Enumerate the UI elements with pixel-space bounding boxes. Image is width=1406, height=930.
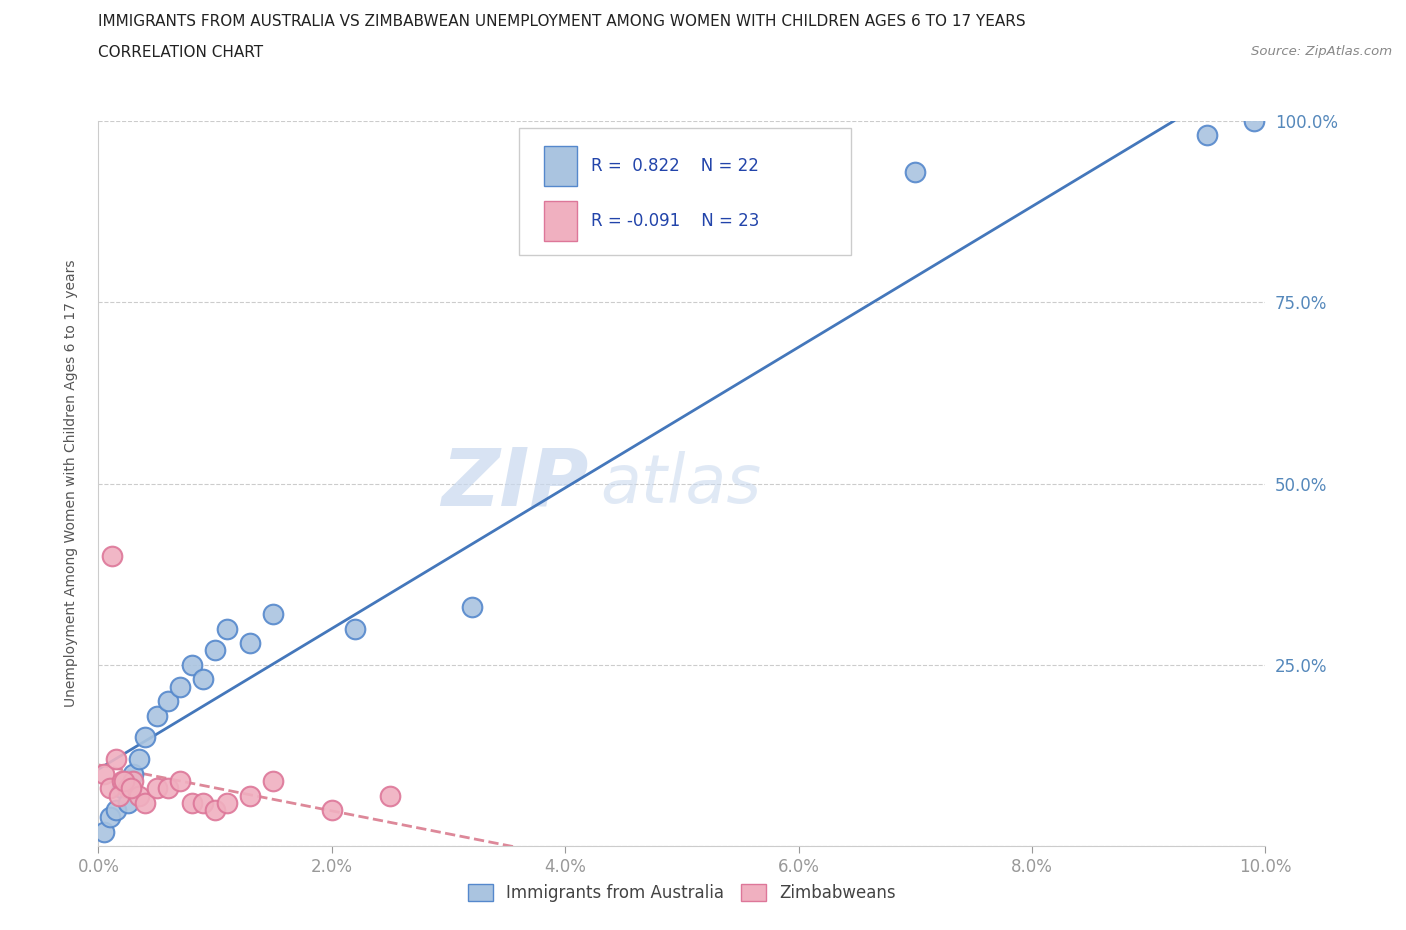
Bar: [544, 201, 576, 241]
Point: [101, 549, 124, 564]
Point: [215, 795, 238, 810]
Point: [193, 672, 215, 687]
Point: [112, 774, 135, 789]
Point: [904, 165, 927, 179]
Point: [93, 766, 115, 781]
Point: [262, 774, 284, 789]
Point: [146, 781, 169, 796]
Point: [378, 788, 402, 803]
Text: Source: ZipAtlas.com: Source: ZipAtlas.com: [1251, 45, 1392, 58]
Text: CORRELATION CHART: CORRELATION CHART: [98, 45, 263, 60]
Text: R = -0.091    N = 23: R = -0.091 N = 23: [591, 212, 759, 230]
Point: [111, 774, 134, 789]
Point: [134, 730, 156, 745]
Point: [180, 795, 202, 810]
Text: R =  0.822    N = 22: R = 0.822 N = 22: [591, 157, 759, 175]
Point: [204, 803, 226, 817]
Point: [117, 795, 139, 810]
Text: ZIP: ZIP: [441, 445, 589, 523]
Point: [169, 774, 191, 789]
Point: [111, 781, 134, 796]
Point: [157, 694, 180, 709]
Point: [122, 774, 145, 789]
Y-axis label: Unemployment Among Women with Children Ages 6 to 17 years: Unemployment Among Women with Children A…: [63, 259, 77, 708]
Point: [239, 636, 262, 651]
Point: [180, 658, 202, 672]
Point: [122, 766, 145, 781]
Text: IMMIGRANTS FROM AUSTRALIA VS ZIMBABWEAN UNEMPLOYMENT AMONG WOMEN WITH CHILDREN A: IMMIGRANTS FROM AUSTRALIA VS ZIMBABWEAN …: [98, 14, 1026, 29]
Point: [146, 709, 169, 724]
Point: [104, 751, 127, 766]
Point: [157, 781, 180, 796]
Point: [239, 788, 262, 803]
Point: [169, 679, 191, 694]
Point: [344, 621, 367, 636]
Point: [120, 781, 142, 796]
Point: [321, 803, 343, 817]
Point: [128, 751, 150, 766]
Point: [193, 795, 215, 810]
Point: [98, 810, 121, 825]
Point: [98, 781, 121, 796]
Point: [215, 621, 238, 636]
Point: [461, 600, 484, 615]
Point: [108, 788, 131, 803]
Point: [117, 781, 139, 796]
Point: [204, 643, 226, 658]
Point: [1243, 113, 1265, 128]
Text: atlas: atlas: [600, 451, 761, 516]
Point: [134, 795, 156, 810]
Point: [93, 824, 115, 839]
Point: [1195, 128, 1218, 143]
Legend: Immigrants from Australia, Zimbabweans: Immigrants from Australia, Zimbabweans: [460, 876, 904, 910]
Point: [104, 803, 127, 817]
FancyBboxPatch shape: [519, 128, 851, 255]
Bar: [544, 146, 576, 186]
Point: [262, 606, 284, 621]
Point: [128, 788, 150, 803]
